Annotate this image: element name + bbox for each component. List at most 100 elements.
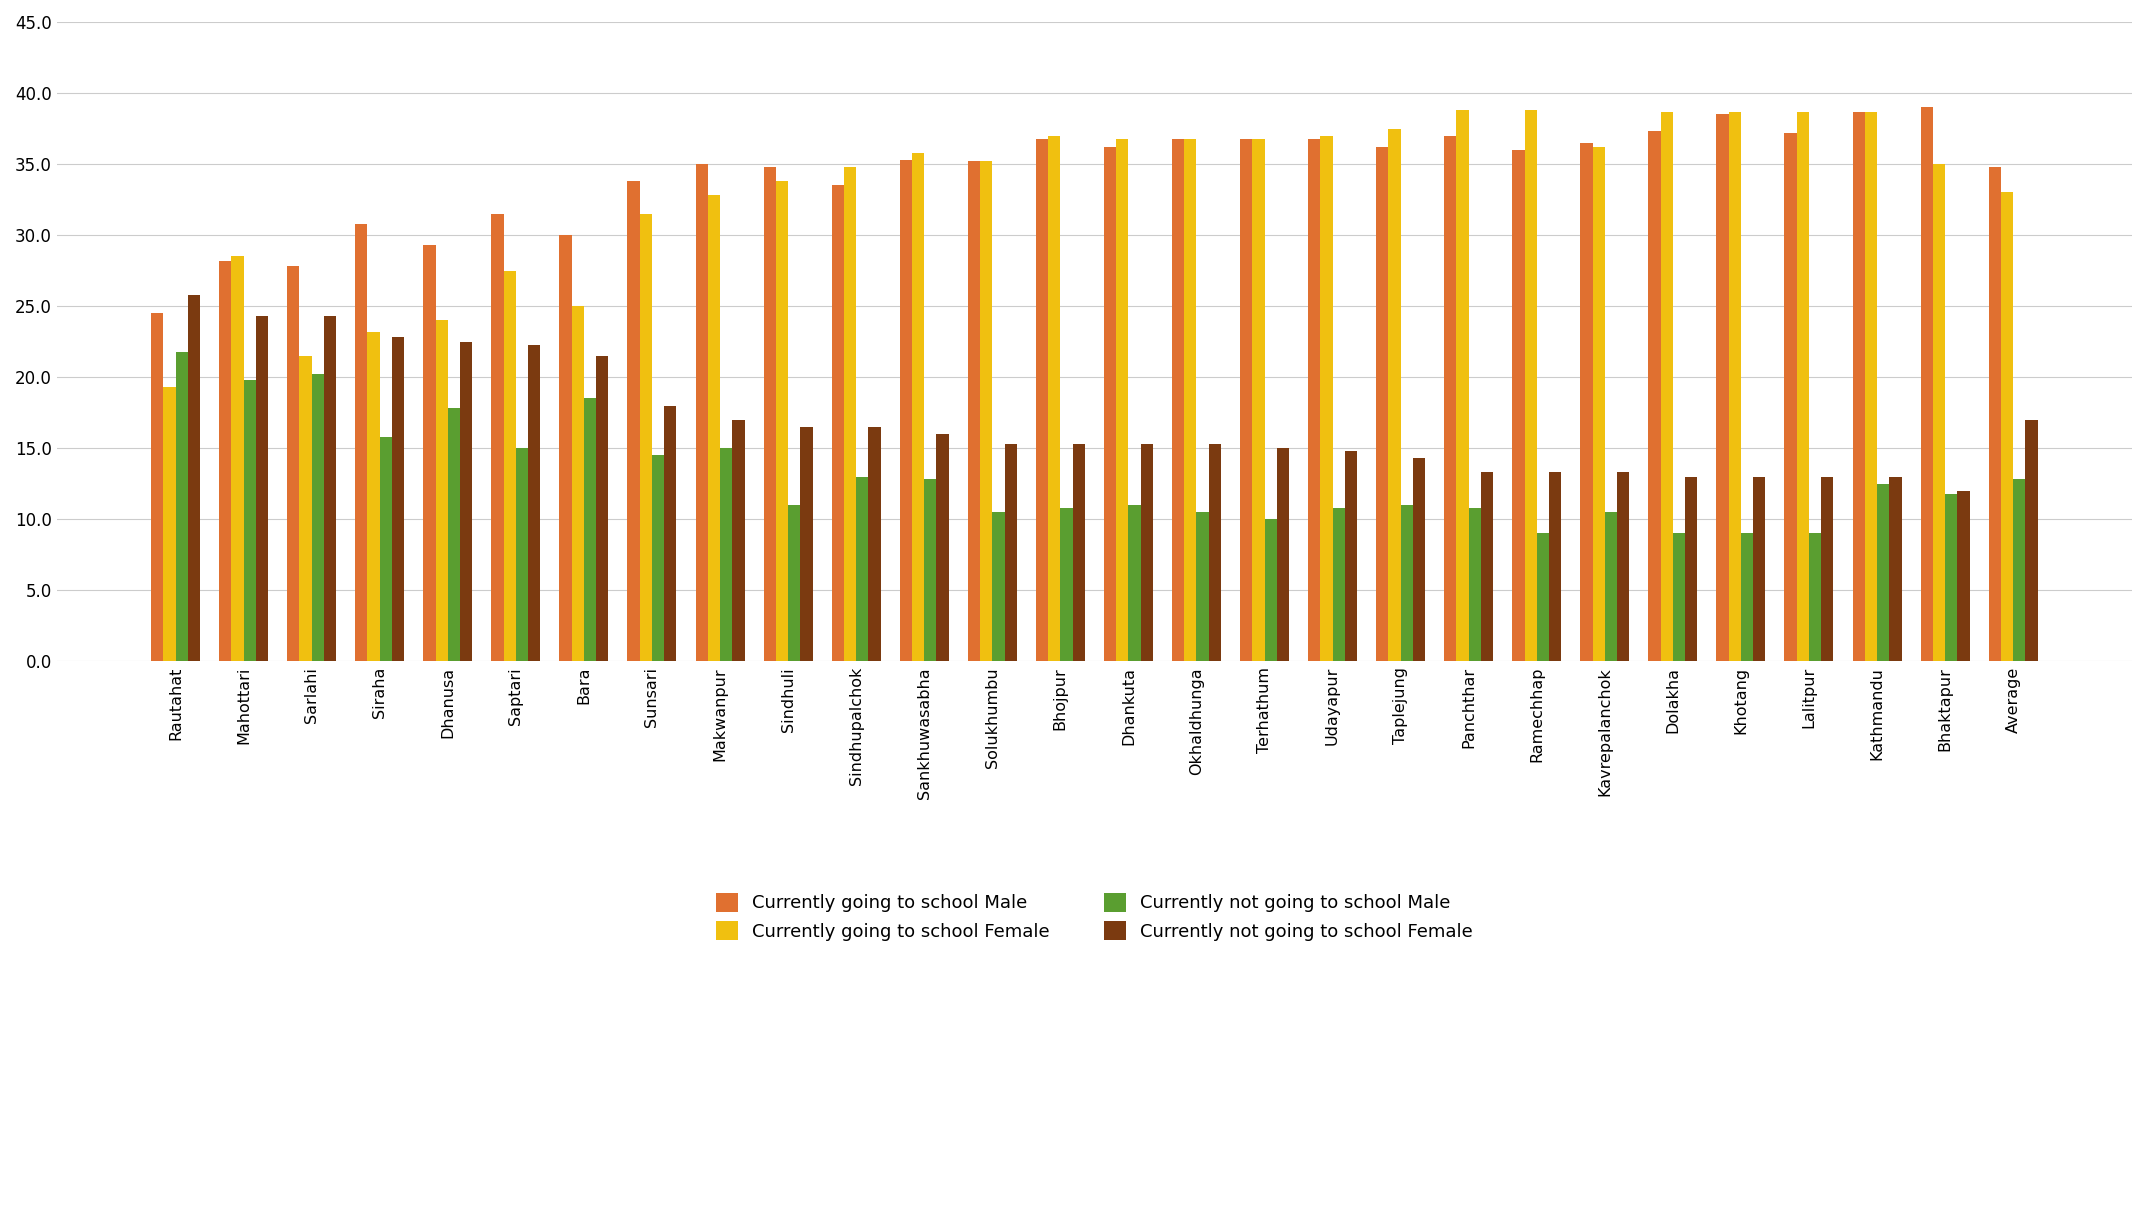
Bar xyxy=(1889,477,1902,662)
Bar xyxy=(1196,512,1209,662)
Bar xyxy=(1548,472,1561,662)
Bar xyxy=(367,331,380,662)
Bar xyxy=(719,448,732,662)
Bar xyxy=(255,316,268,662)
Bar xyxy=(1660,112,1673,662)
Bar xyxy=(1140,444,1153,662)
Bar xyxy=(1604,512,1617,662)
Bar xyxy=(393,337,404,662)
Bar xyxy=(1185,138,1196,662)
Bar xyxy=(150,313,163,662)
Bar xyxy=(219,261,232,662)
Bar xyxy=(1172,138,1185,662)
Bar xyxy=(900,160,912,662)
Bar xyxy=(968,161,979,662)
Bar xyxy=(979,161,992,662)
Bar xyxy=(528,345,541,662)
Bar xyxy=(764,166,775,662)
Bar xyxy=(571,306,584,662)
Bar xyxy=(1241,138,1252,662)
Bar xyxy=(1866,112,1876,662)
Bar xyxy=(1821,477,1834,662)
Bar xyxy=(696,164,709,662)
Bar xyxy=(1074,444,1084,662)
Bar xyxy=(1958,490,1969,662)
Bar xyxy=(831,186,844,662)
Bar xyxy=(2001,193,2014,662)
Bar xyxy=(2025,420,2038,662)
Bar xyxy=(1252,138,1265,662)
Bar xyxy=(1537,533,1548,662)
Bar xyxy=(1308,138,1320,662)
Bar xyxy=(857,477,867,662)
Bar xyxy=(923,480,936,662)
Bar xyxy=(709,195,719,662)
Bar xyxy=(640,214,653,662)
Bar xyxy=(627,181,640,662)
Bar xyxy=(1116,138,1129,662)
Bar xyxy=(1104,147,1116,662)
Bar xyxy=(1853,112,1866,662)
Bar xyxy=(459,341,472,662)
Bar xyxy=(1580,143,1593,662)
Bar xyxy=(436,320,449,662)
Bar xyxy=(1400,505,1413,662)
Bar xyxy=(788,505,801,662)
Bar xyxy=(1685,477,1698,662)
Bar xyxy=(1333,507,1344,662)
Bar xyxy=(844,166,857,662)
Bar xyxy=(1129,505,1140,662)
Bar xyxy=(1988,166,2001,662)
Bar xyxy=(1481,472,1492,662)
Bar xyxy=(1649,131,1660,662)
Bar xyxy=(1344,452,1357,662)
Bar xyxy=(1209,444,1222,662)
Bar xyxy=(1593,147,1604,662)
Bar xyxy=(1728,112,1741,662)
Bar xyxy=(1048,136,1061,662)
Bar xyxy=(1469,507,1481,662)
Bar xyxy=(354,223,367,662)
Bar xyxy=(163,387,176,662)
Bar xyxy=(187,295,200,662)
Bar xyxy=(1511,149,1524,662)
Bar xyxy=(584,398,597,662)
Bar xyxy=(449,408,459,662)
Bar xyxy=(515,448,528,662)
Bar xyxy=(243,380,255,662)
Bar xyxy=(936,435,949,662)
Bar xyxy=(1945,494,1958,662)
Bar xyxy=(288,266,298,662)
Bar xyxy=(1413,458,1426,662)
Bar xyxy=(1784,132,1797,662)
Bar xyxy=(1810,533,1821,662)
Bar xyxy=(1754,477,1765,662)
Bar xyxy=(992,512,1005,662)
Bar xyxy=(1320,136,1333,662)
Bar xyxy=(1715,114,1728,662)
Bar xyxy=(176,352,187,662)
Bar xyxy=(298,356,311,662)
Bar xyxy=(2014,480,2025,662)
Bar xyxy=(1265,520,1277,662)
Legend: Currently going to school Male, Currently going to school Female, Currently not : Currently going to school Male, Currentl… xyxy=(698,875,1490,959)
Bar xyxy=(560,236,571,662)
Bar xyxy=(380,437,393,662)
Bar xyxy=(732,420,745,662)
Bar xyxy=(1673,533,1685,662)
Bar xyxy=(1922,107,1932,662)
Bar xyxy=(1456,110,1469,662)
Bar xyxy=(1524,110,1537,662)
Bar xyxy=(867,427,880,662)
Bar xyxy=(423,245,436,662)
Bar xyxy=(232,256,243,662)
Bar xyxy=(663,405,676,662)
Bar xyxy=(912,153,923,662)
Bar xyxy=(775,181,788,662)
Bar xyxy=(1876,483,1889,662)
Bar xyxy=(1035,138,1048,662)
Bar xyxy=(324,316,337,662)
Bar xyxy=(492,214,505,662)
Bar xyxy=(1005,444,1018,662)
Bar xyxy=(1376,147,1389,662)
